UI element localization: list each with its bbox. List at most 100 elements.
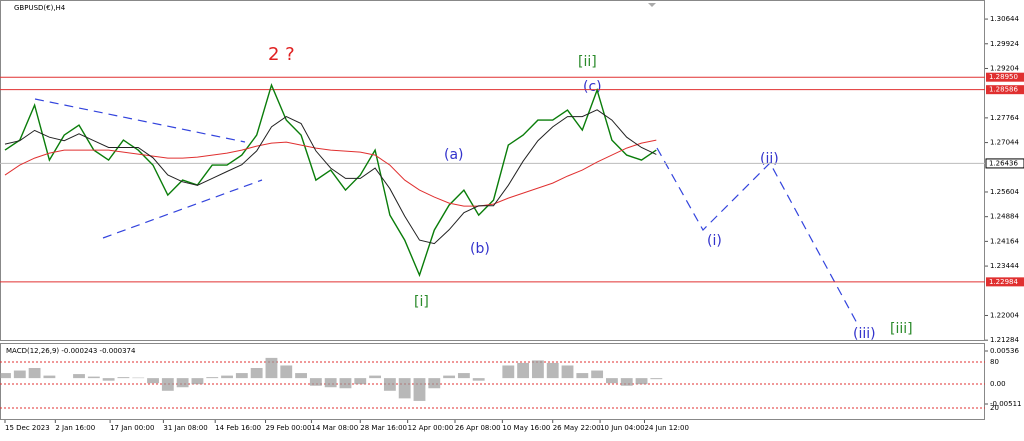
macd-bar [324, 378, 337, 388]
macd-bar [546, 362, 559, 379]
y-tick-label: 1.30644 [990, 15, 1019, 23]
wave-label: (c) [583, 79, 602, 95]
current-price-label: 1.26436 [989, 159, 1018, 167]
macd-bar [502, 365, 515, 379]
wave-label: [i] [414, 294, 429, 310]
macd-bar [221, 375, 233, 379]
macd-level-label: 0.00 [990, 380, 1006, 388]
price-line [4, 109, 657, 245]
macd-bar [369, 375, 381, 379]
x-tick-label: 12 Apr 00:00 [408, 424, 454, 432]
y-tick-label: 1.21284 [990, 336, 1019, 344]
macd-bar [250, 368, 263, 379]
macd-bar [576, 373, 589, 379]
wave-label: (a) [444, 147, 464, 163]
level-label: 1.28950 [989, 73, 1018, 81]
y-tick-label: 1.27764 [990, 114, 1019, 122]
macd-bar [28, 368, 41, 379]
wave-label: 2 ? [268, 44, 295, 65]
macd-bar [73, 374, 85, 379]
y-tick-label: 1.22004 [990, 311, 1019, 319]
level-label: 1.28586 [989, 86, 1018, 94]
x-tick-label: 10 Jun 04:00 [600, 424, 644, 432]
x-tick-label: 26 May 22:00 [553, 424, 601, 432]
macd-bar [102, 378, 115, 381]
y-tick-label: 1.29924 [990, 40, 1019, 48]
wave-label: [ii] [578, 54, 597, 70]
wave-label: (b) [470, 241, 490, 257]
macd-bar [13, 370, 26, 379]
macd-level-label: 20 [990, 404, 999, 412]
price-line [4, 83, 657, 278]
triangle-lower [102, 179, 263, 239]
y-tick-label: 1.24884 [990, 213, 1019, 221]
macd-bar [383, 378, 396, 391]
macd-bar [398, 378, 411, 399]
wave-label: (iii) [853, 326, 876, 342]
macd-label: MACD(12,26,9) -0.000243 -0.000374 [6, 347, 136, 355]
macd-bar [176, 378, 189, 388]
macd-bar [354, 378, 367, 385]
macd-bar [472, 378, 485, 381]
x-tick-label: 15 Dec 2023 [5, 424, 50, 432]
x-tick-label: 26 Apr 08:00 [455, 424, 501, 432]
macd-bar [265, 357, 278, 379]
macd-bar [635, 378, 648, 385]
level-box [986, 72, 1024, 82]
scroll-marker [648, 3, 656, 7]
x-tick-label: 14 Mar 08:00 [311, 424, 358, 432]
macd-bar [161, 378, 174, 391]
y-tick-label: 1.25604 [990, 188, 1019, 196]
macd-tick-label: 0.00536 [990, 347, 1019, 355]
macd-bar [43, 375, 56, 379]
macd-bar [339, 378, 352, 389]
macd-bar [531, 360, 544, 379]
macd-bar [517, 362, 530, 379]
main-pane [0, 0, 985, 341]
x-tick-label: 14 Feb 16:00 [215, 424, 261, 432]
macd-level-label: 80 [990, 358, 999, 366]
macd-bar [191, 378, 204, 385]
wave-label: (i) [707, 233, 722, 249]
x-tick-label: 28 Mar 16:00 [360, 424, 407, 432]
macd-bar [132, 377, 145, 379]
wave-label: [iii] [890, 321, 913, 337]
macd-bar [620, 378, 633, 386]
macd-bar [428, 378, 441, 389]
chart-title: GBPUSD(€),H4 [14, 4, 66, 12]
macd-bar [650, 378, 663, 380]
triangle-upper [34, 98, 246, 143]
macd-bar [235, 373, 248, 379]
y-tick-label: 1.23444 [990, 262, 1019, 270]
macd-bar [295, 373, 307, 379]
macd-bar [591, 370, 604, 379]
macd-tick-label: -0.00511 [990, 400, 1021, 408]
macd-pane [0, 343, 985, 420]
macd-bar [457, 373, 470, 379]
x-tick-label: 17 Jan 00:00 [110, 424, 154, 432]
trend-lines [34, 98, 859, 326]
current-price-box [985, 158, 1024, 169]
macd-bar [117, 377, 130, 379]
x-tick-label: 24 Jun 12:00 [644, 424, 688, 432]
macd-bar [87, 376, 100, 379]
macd-bar [206, 377, 219, 379]
level-label: 1.22984 [989, 278, 1018, 286]
x-tick-label: 2 Jan 16:00 [55, 424, 95, 432]
macd-bar [606, 378, 618, 384]
wave-label: (ii) [760, 151, 779, 167]
x-tick-label: 10 May 16:00 [502, 424, 550, 432]
macd-bar [413, 378, 426, 401]
macd-bar [147, 378, 159, 384]
y-tick-label: 1.24164 [990, 237, 1019, 245]
price-line [4, 139, 657, 207]
macd-bar [0, 373, 11, 379]
x-tick-label: 29 Feb 00:00 [266, 424, 312, 432]
macd-bar [280, 365, 293, 379]
level-box [986, 277, 1024, 287]
macd-bar [443, 375, 456, 379]
y-tick-label: 1.27044 [990, 139, 1019, 147]
level-box [986, 85, 1024, 95]
macd-bar [309, 378, 322, 386]
